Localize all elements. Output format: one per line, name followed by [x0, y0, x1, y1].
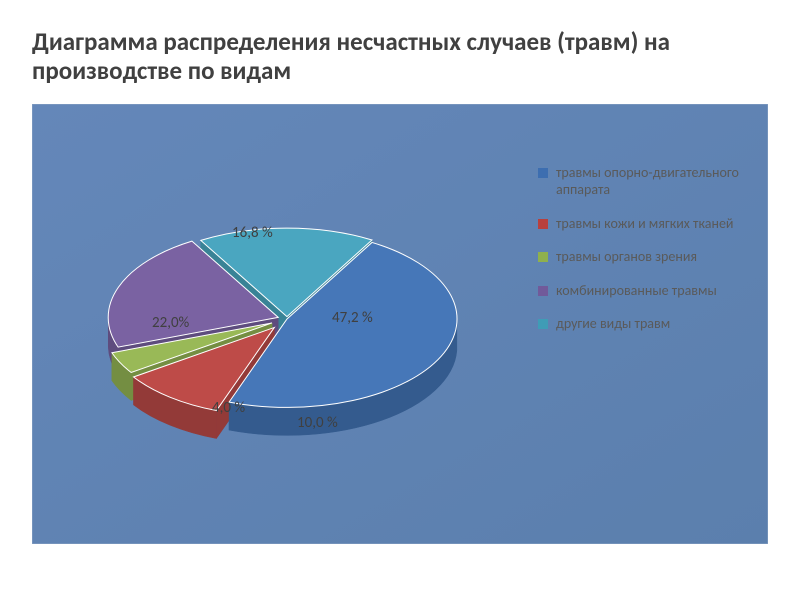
legend-label: комбинированные травмы: [556, 282, 717, 300]
data-label: 16,8 %: [232, 224, 273, 242]
legend-label: другие виды травм: [556, 315, 670, 333]
legend-item: другие виды травм: [538, 315, 748, 333]
legend-marker: [538, 168, 548, 178]
legend-item: комбинированные травмы: [538, 282, 748, 300]
legend-item: травмы кожи и мягких тканей: [538, 215, 748, 233]
data-label: 4,0 %: [212, 399, 245, 417]
legend-item: травмы опорно-двигательного аппарата: [538, 164, 748, 199]
data-label: 10,0 %: [297, 414, 338, 432]
legend: травмы опорно-двигательного аппарата трав…: [538, 164, 748, 349]
data-label: 47,2 %: [332, 309, 373, 327]
legend-marker: [538, 219, 548, 229]
legend-label: травмы органов зрения: [556, 248, 697, 266]
legend-marker: [538, 286, 548, 296]
legend-label: травмы опорно-двигательного аппарата: [556, 164, 748, 199]
data-label: 22,0%: [152, 314, 189, 332]
chart-title: Диаграмма распределения несчастных случа…: [32, 28, 768, 86]
legend-item: травмы органов зрения: [538, 248, 748, 266]
legend-label: травмы кожи и мягких тканей: [556, 215, 733, 233]
legend-marker: [538, 252, 548, 262]
legend-marker: [538, 319, 548, 329]
chart-plot-area: травмы опорно-двигательного аппарата трав…: [32, 104, 768, 544]
